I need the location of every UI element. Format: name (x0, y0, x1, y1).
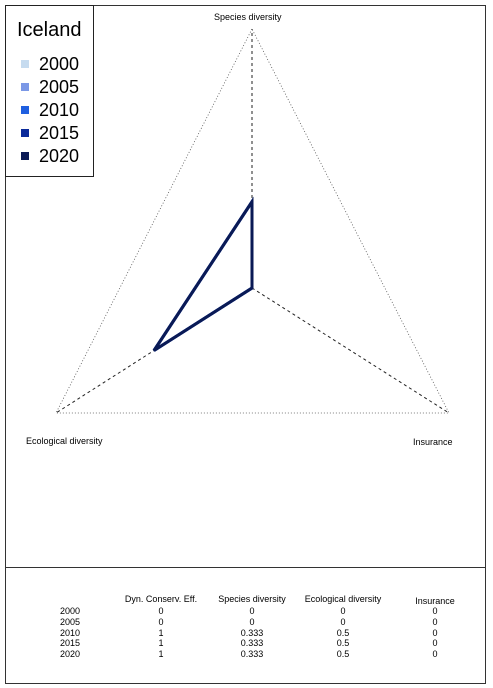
legend-swatch (21, 60, 29, 68)
table-cell: 0 (432, 628, 438, 638)
series-polygon-2020 (152, 196, 254, 352)
legend-label: 2010 (39, 99, 80, 120)
table-row-label: 2000 (59, 606, 81, 616)
legend-item-2010: 2010 (21, 99, 79, 121)
table-cell: 0 (432, 649, 438, 659)
outer-triangle (55, 28, 450, 414)
table-cell: 0.5 (336, 638, 350, 648)
table-cell: 1 (158, 628, 164, 638)
legend: Iceland 2000 2005 2010 2015 2020 (5, 5, 94, 177)
axis-label-insurance: Insurance (413, 437, 453, 447)
table-cell: 0.5 (336, 649, 350, 659)
table-cell: 0 (340, 617, 346, 627)
table-cell: 0 (340, 606, 346, 616)
legend-label: 2005 (39, 76, 80, 97)
table-row-label: 2010 (59, 628, 81, 638)
table-row-label: 2015 (59, 638, 81, 648)
axis-spoke-insurance (251, 287, 450, 414)
legend-label: 2020 (39, 145, 80, 166)
table-cell: 0 (249, 606, 255, 616)
table-cell: 0 (432, 638, 438, 648)
outer-triangle-outline (55, 28, 450, 414)
table-cell: 0.333 (240, 638, 264, 648)
table-divider (5, 567, 486, 568)
legend-item-2020: 2020 (21, 145, 79, 167)
table-header: Species diversity (218, 594, 286, 604)
table-cell: 0.5 (336, 628, 350, 638)
axis-label-species-diversity: Species diversity (214, 12, 282, 22)
table-cell: 0.333 (240, 649, 264, 659)
legend-item-2005: 2005 (21, 76, 79, 98)
legend-label: 2000 (39, 53, 80, 74)
table-header: Dyn. Conserv. Eff. (124, 594, 198, 604)
axis-label-ecological-diversity: Ecological diversity (26, 436, 103, 446)
table-cell: 0.333 (240, 628, 264, 638)
table-row-label: 2020 (59, 649, 81, 659)
legend-swatch (21, 83, 29, 91)
table-cell: 1 (158, 638, 164, 648)
table-header: Insurance (415, 596, 455, 606)
table-cell: 0 (158, 606, 164, 616)
legend-item-2015: 2015 (21, 122, 79, 144)
legend-swatch (21, 129, 29, 137)
table-cell: 0 (158, 617, 164, 627)
legend-title: Iceland (17, 19, 82, 41)
table-header: Ecological diversity (304, 594, 382, 604)
table-cell: 1 (158, 649, 164, 659)
plot-frame (5, 5, 486, 684)
table-cell: 0 (249, 617, 255, 627)
table-cell: 0 (432, 617, 438, 627)
legend-item-2000: 2000 (21, 53, 79, 75)
legend-label: 2015 (39, 122, 80, 143)
table-cell: 0 (432, 606, 438, 616)
legend-swatch (21, 152, 29, 160)
table-row-label: 2005 (59, 617, 81, 627)
legend-swatch (21, 106, 29, 114)
series-group (152, 196, 254, 352)
